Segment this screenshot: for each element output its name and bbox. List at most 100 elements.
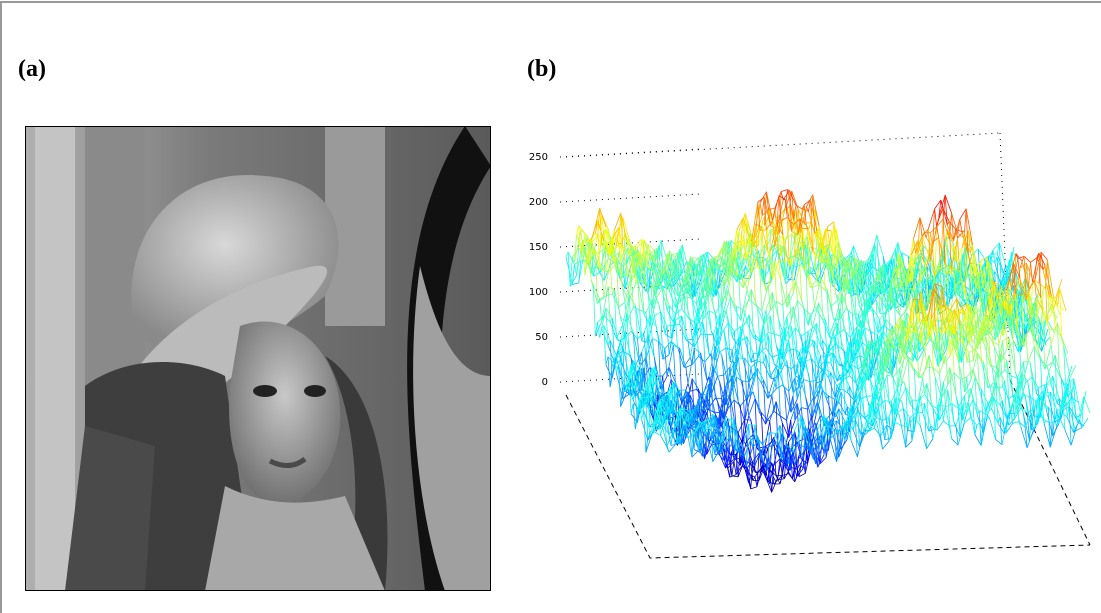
surface-segment	[749, 416, 751, 420]
surface-segment	[796, 205, 802, 209]
surface-segment	[821, 261, 827, 262]
surface-segment	[734, 400, 740, 406]
figure: (a) (b) 050100150200250	[0, 0, 1101, 613]
surface-segment	[753, 353, 755, 370]
surface-segment	[693, 258, 699, 259]
surface-segment	[604, 325, 606, 364]
surface-segment	[598, 297, 604, 303]
surface-segment	[747, 398, 749, 415]
surface-segment	[602, 268, 604, 297]
surface-segment	[1028, 347, 1034, 362]
z-tick-label: 250	[529, 152, 548, 163]
z-tick-label: 0	[542, 377, 548, 388]
surface-segment	[950, 299, 956, 310]
surface-segment	[734, 461, 736, 474]
surface-segment	[717, 375, 723, 376]
surface-segment	[1051, 345, 1053, 363]
surface-segment	[782, 474, 788, 476]
surface-segment	[600, 329, 602, 338]
surface-segment	[762, 335, 764, 363]
surface-segment	[827, 222, 833, 227]
surface-segment	[608, 287, 610, 322]
surface-segment	[629, 296, 635, 306]
surface-segment	[774, 334, 780, 336]
surface-segment	[1003, 338, 1009, 341]
surface	[566, 190, 1090, 493]
surface-segment	[610, 262, 612, 294]
surface-segment	[831, 373, 833, 416]
surface-segment	[728, 323, 734, 331]
surface-segment	[818, 356, 820, 366]
surface-segment	[768, 285, 770, 311]
surface-segment	[902, 253, 908, 257]
surface-segment	[608, 287, 614, 290]
surface-segment	[1028, 262, 1030, 288]
surface-segment	[636, 239, 642, 246]
surface-segment	[816, 368, 818, 383]
surface-segment	[705, 354, 711, 362]
surface-segment	[619, 302, 625, 307]
surface-segment	[730, 350, 732, 361]
surface-segment	[735, 308, 741, 320]
surface-segment	[743, 328, 745, 340]
surface-segment	[810, 380, 816, 381]
surface-segment	[659, 304, 661, 312]
surface-segment	[631, 404, 633, 414]
surface-segment	[967, 361, 973, 363]
surface-segment	[572, 283, 578, 285]
surface-segment	[1003, 341, 1005, 370]
surface-segment	[755, 477, 757, 487]
surface-segment	[751, 353, 753, 362]
surface-segment	[839, 357, 845, 390]
surface-segment	[977, 353, 983, 362]
surface-segment	[978, 249, 984, 259]
surface-segment	[759, 348, 761, 383]
surface-segment	[831, 300, 837, 306]
surface-segment	[579, 226, 585, 234]
surface-segment	[760, 203, 762, 216]
surface-segment	[755, 399, 761, 413]
surface-segment	[794, 267, 796, 280]
surface-segment	[577, 226, 579, 235]
surface-segment	[914, 369, 916, 411]
surface-segment	[778, 480, 780, 484]
surface-segment	[969, 353, 971, 380]
surface-segment	[786, 277, 792, 284]
surface-segment	[885, 400, 891, 402]
surface-segment	[819, 285, 825, 289]
surface-segment	[935, 209, 937, 226]
z-tick-label: 100	[529, 287, 548, 298]
surface-segment	[812, 285, 818, 286]
surface-segment	[770, 421, 772, 442]
surface-segment	[753, 392, 755, 399]
surface-segment	[808, 371, 810, 381]
surface-segment	[788, 265, 790, 280]
surface-plot: 050100150200250	[0, 0, 1101, 613]
surface-segment	[730, 475, 736, 478]
surface-segment	[737, 307, 743, 310]
surface-segment	[1026, 335, 1028, 362]
z-tick-label: 200	[529, 197, 548, 208]
surface-segment	[751, 289, 753, 337]
surface-segment	[741, 309, 743, 320]
surface-segment	[754, 251, 756, 259]
surface-segment	[973, 349, 975, 360]
surface-segment	[766, 335, 768, 348]
surface-segment	[801, 408, 807, 409]
surface-segment	[669, 306, 671, 339]
surface-segment	[736, 377, 742, 381]
surface-segment	[1049, 355, 1055, 372]
surface-segment	[882, 302, 884, 325]
surface-segment	[990, 386, 992, 396]
surface-segment	[753, 477, 755, 481]
surface-segment	[799, 473, 805, 476]
surface-segment	[667, 325, 673, 326]
surface-segment	[690, 390, 696, 392]
surface-segment	[812, 287, 814, 307]
surface-segment	[1030, 258, 1036, 262]
surface-segment	[864, 261, 870, 262]
surface-segment	[574, 264, 576, 275]
surface-segment	[568, 252, 570, 286]
surface-segment	[686, 339, 692, 340]
surface-segment	[633, 404, 635, 429]
